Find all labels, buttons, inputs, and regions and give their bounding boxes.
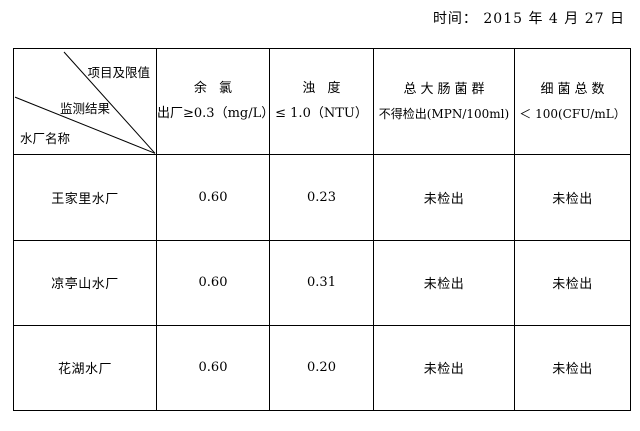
header-total-coliform-limit: 不得检出(MPN/100ml) <box>378 106 510 121</box>
table-header-row: 项目及限值 监测结果 水厂名称 余 氯 出厂≥0.3（mg/L） 浊 度 ≤ 1… <box>13 47 631 156</box>
report-date: 时间： 2015 年 4 月 27 日 <box>432 11 625 27</box>
cell-turbidity: 0.31 <box>269 239 374 326</box>
cell-plant-name: 王家里水厂 <box>13 154 157 241</box>
table-row: 凉亭山水厂 0.60 0.31 未检出 未检出 <box>13 239 631 326</box>
table-row: 王家里水厂 0.60 0.23 未检出 未检出 <box>13 154 631 241</box>
header-turbidity-limit: ≤ 1.0（NTU） <box>275 105 368 121</box>
header-turbidity: 浊 度 ≤ 1.0（NTU） <box>269 47 374 156</box>
corner-diagonal-lines <box>14 51 156 154</box>
cell-residual-chlorine: 0.60 <box>156 154 270 241</box>
header-residual-chlorine: 余 氯 出厂≥0.3（mg/L） <box>156 47 275 156</box>
cell-total-coliform: 未检出 <box>373 154 515 241</box>
cell-total-bacteria: 未检出 <box>514 324 631 412</box>
table-row: 花湖水厂 0.60 0.20 未检出 未检出 <box>13 324 631 412</box>
cell-plant-name: 花湖水厂 <box>13 324 157 412</box>
header-total-coliform: 总大肠菌群 不得检出(MPN/100ml) <box>373 47 515 156</box>
header-turbidity-name: 浊 度 <box>302 80 345 96</box>
cell-residual-chlorine: 0.60 <box>156 239 270 326</box>
header-residual-chlorine-limit: 出厂≥0.3（mg/L） <box>157 105 275 121</box>
cell-turbidity: 0.20 <box>269 324 374 412</box>
header-corner-cell: 项目及限值 监测结果 水厂名称 <box>13 47 157 156</box>
corner-label-topic: 项目及限值 <box>87 65 150 80</box>
cell-total-coliform: 未检出 <box>373 239 515 326</box>
header-total-bacteria-name: 细菌总数 <box>540 81 609 97</box>
header-total-coliform-name: 总大肠菌群 <box>403 81 489 97</box>
water-quality-table: 项目及限值 监测结果 水厂名称 余 氯 出厂≥0.3（mg/L） 浊 度 ≤ 1… <box>13 47 631 412</box>
header-residual-chlorine-name: 余 氯 <box>193 80 237 96</box>
cell-turbidity: 0.23 <box>269 154 374 241</box>
corner-label-plant: 水厂名称 <box>20 131 71 146</box>
cell-plant-name: 凉亭山水厂 <box>13 239 157 326</box>
header-total-bacteria: 细菌总数 ＜ 100(CFU/mL） <box>514 47 631 156</box>
corner-label-result: 监测结果 <box>60 101 111 116</box>
cell-total-bacteria: 未检出 <box>514 239 631 326</box>
cell-residual-chlorine: 0.60 <box>156 324 270 412</box>
cell-total-bacteria: 未检出 <box>514 154 631 241</box>
cell-total-coliform: 未检出 <box>373 324 515 412</box>
header-total-bacteria-limit: ＜ 100(CFU/mL） <box>519 106 626 121</box>
